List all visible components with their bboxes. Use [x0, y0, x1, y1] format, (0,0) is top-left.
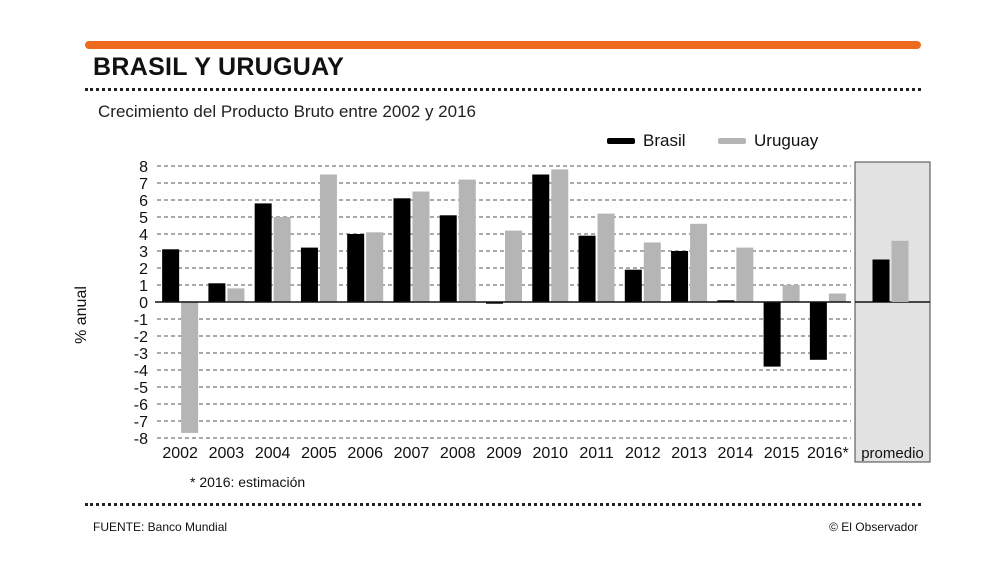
bar-brasil-2002 — [162, 249, 180, 302]
x-tick-label: 2010 — [532, 445, 568, 462]
footer-divider — [85, 503, 921, 506]
y-tick-label: 3 — [139, 244, 148, 261]
bar-uruguay-2006 — [366, 232, 384, 302]
y-tick-label: 2 — [139, 261, 148, 278]
x-tick-label: 2012 — [625, 445, 661, 462]
bar-brasil-2016 — [809, 302, 827, 360]
bar-uruguay-2010 — [551, 169, 569, 302]
legend-swatch-uruguay — [718, 138, 746, 144]
bar-brasil-2011 — [578, 235, 596, 302]
legend-label-uruguay: Uruguay — [754, 131, 819, 150]
bar-uruguay-2002 — [181, 302, 199, 433]
y-tick-label: -5 — [134, 380, 148, 397]
page-title: BRASIL Y URUGUAY — [93, 53, 345, 81]
copyright-text: © El Observador — [829, 520, 918, 534]
bar-brasil-2007 — [393, 198, 411, 302]
y-tick-label: -8 — [134, 431, 148, 448]
title-divider — [85, 88, 921, 91]
bar-brasil-2004 — [254, 203, 272, 302]
bar-brasil-2003 — [208, 283, 226, 302]
y-tick-label: 7 — [139, 176, 148, 193]
x-tick-label: 2015 — [764, 445, 800, 462]
x-tick-label: 2002 — [162, 445, 198, 462]
x-tick-label: 2013 — [671, 445, 707, 462]
average-bar-uruguay — [891, 240, 909, 302]
bar-uruguay-2007 — [412, 191, 430, 302]
bar-uruguay-2004 — [273, 217, 291, 302]
x-tick-label: 2008 — [440, 445, 476, 462]
average-label: promedio — [861, 445, 924, 462]
bar-uruguay-2014 — [736, 247, 754, 302]
y-tick-label: -4 — [134, 363, 148, 380]
bar-uruguay-2013 — [690, 223, 708, 302]
legend-label-brasil: Brasil — [643, 131, 686, 150]
bar-uruguay-2005 — [319, 174, 337, 302]
x-tick-label: 2005 — [301, 445, 337, 462]
top-accent-bar — [85, 41, 921, 49]
y-tick-label: 8 — [139, 159, 148, 176]
bar-brasil-2013 — [671, 251, 689, 302]
x-tick-label: 2003 — [209, 445, 245, 462]
bar-brasil-2010 — [532, 174, 550, 302]
y-tick-label: 1 — [139, 278, 148, 295]
x-tick-label: 2011 — [579, 445, 614, 462]
bar-uruguay-2003 — [227, 288, 245, 302]
bar-brasil-2009 — [486, 302, 503, 304]
bar-brasil-2015 — [763, 302, 781, 367]
y-tick-label: -1 — [134, 312, 148, 329]
average-bar-brasil — [872, 259, 890, 302]
x-tick-label: 2007 — [394, 445, 430, 462]
x-tick-label: 2016* — [807, 445, 849, 462]
bar-brasil-2008 — [439, 215, 457, 302]
legend-uruguay: Uruguay — [718, 131, 818, 151]
legend-brasil: Brasil — [607, 131, 686, 151]
bar-brasil-2012 — [624, 269, 642, 302]
y-tick-label: 0 — [139, 295, 148, 312]
y-tick-label: -7 — [134, 414, 148, 431]
y-tick-label: -3 — [134, 346, 148, 363]
chart-subtitle: Crecimiento del Producto Bruto entre 200… — [98, 102, 477, 121]
bar-uruguay-2011 — [597, 213, 615, 302]
y-tick-label: 6 — [139, 193, 148, 210]
source-text: FUENTE: Banco Mundial — [93, 520, 228, 534]
average-panel — [854, 161, 931, 463]
bar-uruguay-2016 — [828, 293, 846, 302]
bar-brasil-2014 — [717, 300, 735, 302]
estimate-note: * 2016: estimación — [190, 474, 306, 490]
bar-brasil-2005 — [300, 247, 318, 302]
bar-uruguay-2012 — [643, 242, 661, 302]
y-tick-label: -2 — [134, 329, 148, 346]
y-tick-label: -6 — [134, 397, 148, 414]
x-tick-label: 2014 — [718, 445, 754, 462]
bar-uruguay-2008 — [458, 179, 476, 302]
x-tick-label: 2006 — [347, 445, 383, 462]
x-tick-label: 2004 — [255, 445, 291, 462]
bar-brasil-2006 — [347, 234, 365, 302]
bar-uruguay-2015 — [782, 285, 800, 302]
y-tick-label: 5 — [139, 210, 148, 227]
bar-uruguay-2009 — [505, 230, 522, 302]
y-tick-label: 4 — [139, 227, 148, 244]
x-tick-label: 2009 — [486, 445, 522, 462]
legend-swatch-brasil — [607, 138, 635, 144]
